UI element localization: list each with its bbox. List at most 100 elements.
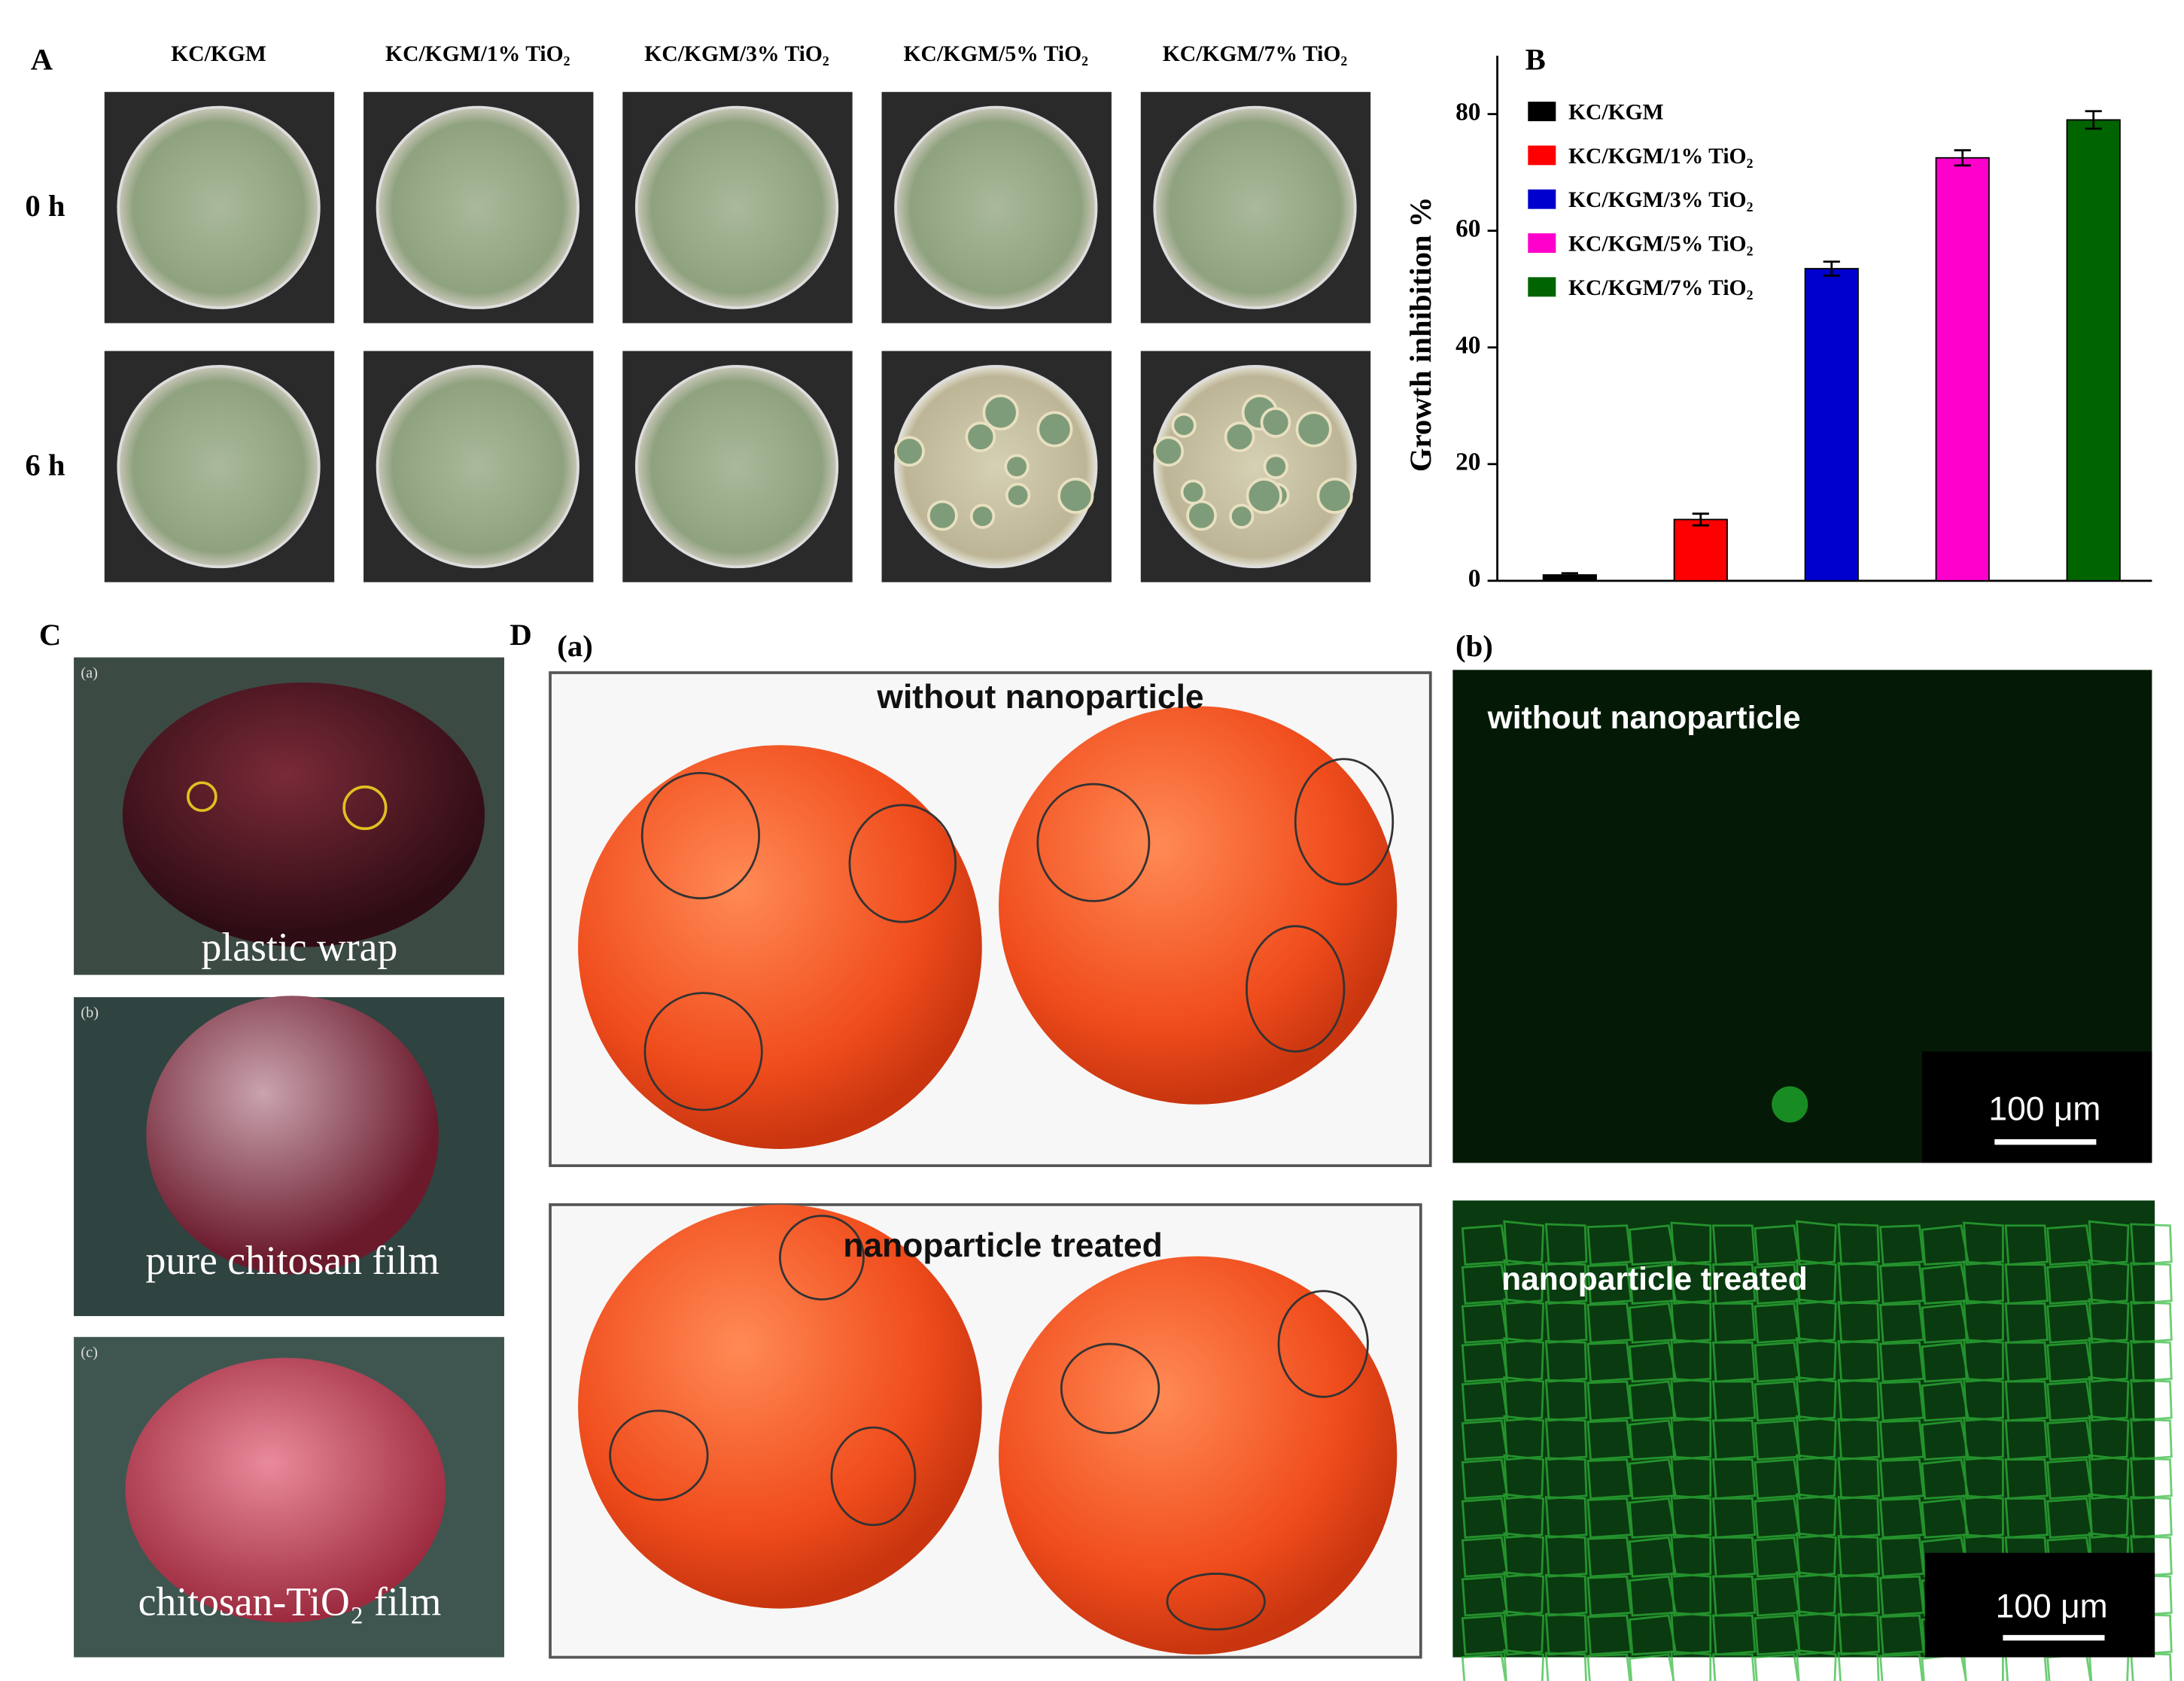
cell-outline <box>1963 1377 2004 1422</box>
cell-outline <box>1795 1259 1837 1305</box>
cell-outline <box>1503 1493 1545 1539</box>
sub-label: (b) <box>1455 629 1493 663</box>
cell-outline <box>1879 1341 1925 1383</box>
y-tick-label: 0 <box>1468 564 1481 592</box>
scale-bar-label: 100 μm <box>1988 1091 2100 1128</box>
cell-outline <box>1879 1614 1925 1656</box>
y-tick-label: 40 <box>1455 331 1480 359</box>
colony <box>1186 500 1217 531</box>
colony <box>1316 477 1353 514</box>
y-tick-label: 60 <box>1455 214 1480 242</box>
cell-outline <box>1837 1301 1881 1344</box>
sub-label: (a) <box>557 629 592 663</box>
cell-outline <box>1461 1653 1507 1681</box>
photo-caption: pure chitosan film <box>145 1238 439 1283</box>
legend-swatch <box>1528 277 1556 297</box>
colony <box>969 503 996 529</box>
cell-outline <box>1711 1653 1756 1681</box>
cell-outline <box>1795 1649 1837 1681</box>
cell-outline <box>1586 1380 1632 1422</box>
tomato-photo: nanoparticle treated <box>549 1203 1422 1659</box>
cell-outline <box>2004 1497 2049 1539</box>
column-header: KC/KGM/5% TiO₂ <box>904 42 1089 66</box>
cell-outline <box>2130 1418 2173 1461</box>
cell-outline <box>1711 1497 1757 1539</box>
photo-caption: chitosan-TiO₂ film <box>138 1579 442 1624</box>
cell-outline <box>1879 1419 1925 1461</box>
cell-outline <box>1837 1573 1881 1617</box>
column-header: KC/KGM <box>171 42 266 66</box>
cell-outline <box>2130 1301 2173 1344</box>
cell-outline <box>1503 1298 1545 1344</box>
cell-outline <box>2130 1496 2173 1539</box>
image-caption: without nanoparticle <box>1487 700 1801 736</box>
cell-outline <box>1670 1572 1712 1617</box>
cell-outline <box>1503 1454 1545 1500</box>
cell-outline <box>1670 1377 1712 1422</box>
image-caption: nanoparticle treated <box>1501 1261 1808 1297</box>
cell-outline <box>1586 1263 1632 1305</box>
panel-label: D <box>509 618 531 652</box>
cell-outline <box>1586 1419 1632 1461</box>
cell-outline <box>1795 1415 1837 1461</box>
legend-swatch <box>1528 189 1556 209</box>
cell-outline <box>1586 1614 1632 1656</box>
cell-outline <box>1963 1416 2004 1461</box>
cell-outline <box>1963 1260 2004 1305</box>
cell-outline <box>1544 1379 1588 1422</box>
cell-outline <box>2004 1419 2049 1461</box>
cell-outline <box>1628 1653 1675 1681</box>
legend-swatch <box>1528 145 1556 166</box>
cell-outline <box>1711 1419 1757 1461</box>
cell-outline <box>1544 1457 1588 1500</box>
colony <box>1153 436 1185 467</box>
cell-outline <box>1879 1575 1925 1617</box>
cell-outline <box>2088 1337 2130 1383</box>
petri-dish <box>117 364 321 569</box>
cell-outline <box>1670 1221 1712 1266</box>
cell-outline <box>1879 1224 1925 1266</box>
error-bar <box>1692 512 1709 527</box>
cell-outline <box>2004 1263 2049 1305</box>
cell-outline <box>1544 1301 1588 1344</box>
cell-outline <box>2130 1652 2173 1681</box>
cell-outline <box>2004 1341 2049 1383</box>
cell-outline <box>1837 1339 1881 1383</box>
cell-outline <box>1795 1571 1837 1617</box>
bar <box>1804 268 1859 582</box>
cell-outline <box>1837 1613 1881 1656</box>
legend-label: KC/KGM <box>1568 101 1664 125</box>
cell-outline <box>2004 1458 2049 1500</box>
fluorescence-image: nanoparticle treated 100 μm <box>1452 1200 2173 1681</box>
grape-photo: (a) plastic wrap <box>74 657 504 975</box>
cell-outline <box>1711 1614 1757 1656</box>
colony <box>1171 412 1197 438</box>
tomato-photo: without nanoparticle <box>549 671 1432 1168</box>
cell-outline <box>1711 1575 1757 1617</box>
column-header: KC/KGM/1% TiO₂ <box>385 42 570 66</box>
cell-outline <box>2088 1415 2130 1461</box>
cell-outline <box>2046 1653 2092 1681</box>
cell-outline <box>2088 1259 2130 1305</box>
petri-dish <box>1153 105 1357 309</box>
cell-outline <box>1795 1298 1837 1344</box>
colony <box>894 436 925 467</box>
grape-photo: (b) pure chitosan film <box>74 996 504 1317</box>
cell-outline <box>1795 1220 1837 1266</box>
legend-label: KC/KGM/3% TiO₂ <box>1568 188 1754 212</box>
cell-outline <box>1837 1457 1881 1500</box>
bar <box>1673 518 1728 582</box>
cell-outline <box>1795 1610 1837 1656</box>
error-bar <box>1823 260 1840 277</box>
cell-outline <box>1544 1262 1588 1305</box>
cell-outline <box>2130 1339 2173 1383</box>
cell-outline <box>1503 1259 1545 1305</box>
cell-outline <box>2088 1454 2130 1500</box>
cell-outline <box>1837 1223 1881 1266</box>
cell-outline <box>1711 1263 1757 1305</box>
cell-outline <box>1586 1302 1632 1344</box>
cell-outline <box>1963 1494 2004 1539</box>
colony <box>1260 407 1291 438</box>
cell-outline <box>1503 1415 1545 1461</box>
